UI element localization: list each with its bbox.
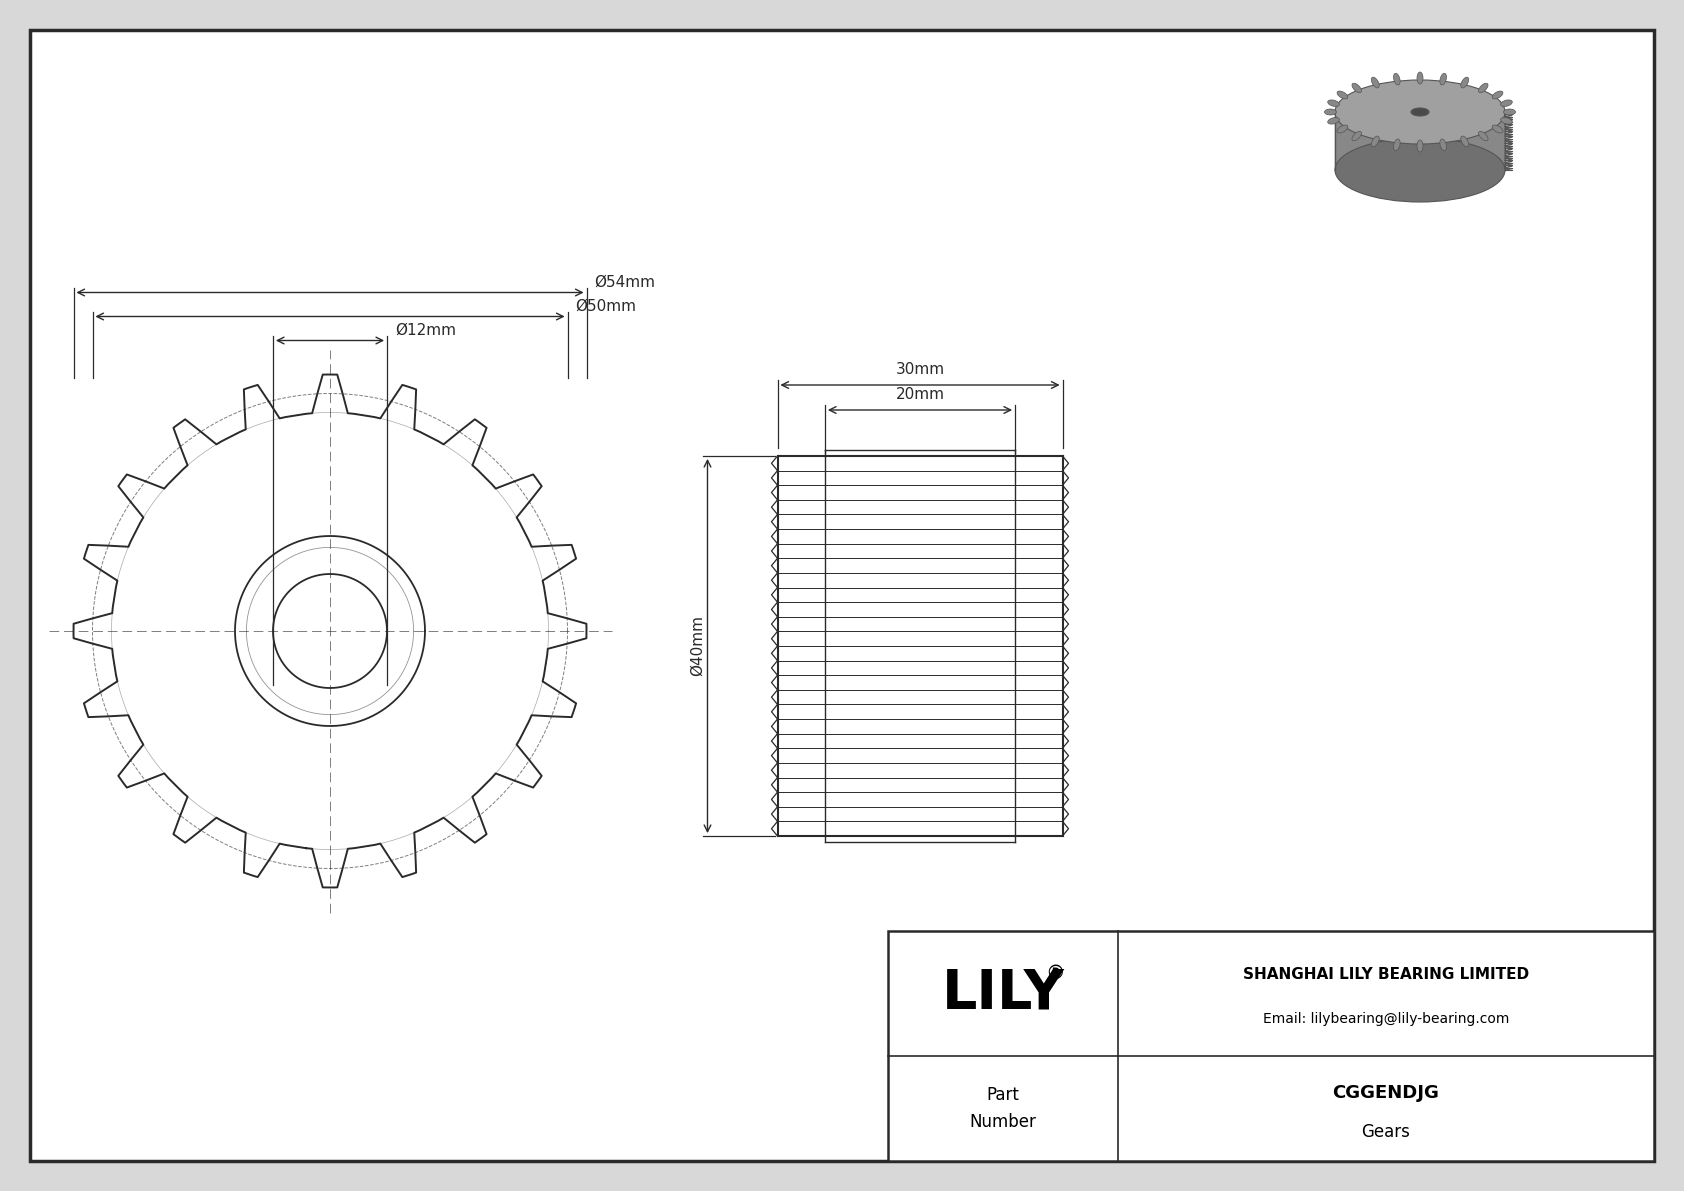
Ellipse shape <box>1440 139 1447 151</box>
Text: Email: lilybearing@lily-bearing.com: Email: lilybearing@lily-bearing.com <box>1263 1011 1509 1025</box>
Text: SHANGHAI LILY BEARING LIMITED: SHANGHAI LILY BEARING LIMITED <box>1243 967 1529 983</box>
Text: 30mm: 30mm <box>896 362 945 378</box>
Ellipse shape <box>1325 110 1337 116</box>
Text: Ø40mm: Ø40mm <box>690 616 706 676</box>
Ellipse shape <box>1460 77 1468 88</box>
Ellipse shape <box>1352 131 1361 141</box>
Ellipse shape <box>1352 83 1361 93</box>
Ellipse shape <box>1492 91 1502 99</box>
Bar <box>887 931 1654 1161</box>
Ellipse shape <box>1479 131 1489 141</box>
Text: CGGENDJG: CGGENDJG <box>1332 1084 1440 1102</box>
Ellipse shape <box>1371 77 1379 88</box>
Ellipse shape <box>1416 71 1423 85</box>
Text: Ø50mm: Ø50mm <box>576 299 637 313</box>
Text: Part
Number: Part Number <box>970 1086 1036 1130</box>
Ellipse shape <box>1371 136 1379 146</box>
Text: Ø54mm: Ø54mm <box>594 274 655 289</box>
Polygon shape <box>1335 112 1505 170</box>
Ellipse shape <box>1337 125 1347 133</box>
Ellipse shape <box>1335 80 1505 144</box>
Text: Gears: Gears <box>1361 1123 1410 1141</box>
Ellipse shape <box>1500 100 1512 106</box>
Ellipse shape <box>1394 139 1399 151</box>
Text: Ø12mm: Ø12mm <box>396 323 456 337</box>
Ellipse shape <box>1440 74 1447 85</box>
Text: LILY: LILY <box>941 967 1064 1021</box>
Ellipse shape <box>1411 108 1430 116</box>
Ellipse shape <box>1416 141 1423 152</box>
Ellipse shape <box>1479 83 1489 93</box>
Ellipse shape <box>1337 91 1347 99</box>
Ellipse shape <box>1460 136 1468 146</box>
Ellipse shape <box>1504 110 1516 116</box>
Ellipse shape <box>1335 138 1505 202</box>
Ellipse shape <box>1500 118 1512 124</box>
Text: 20mm: 20mm <box>896 387 945 403</box>
Ellipse shape <box>1327 118 1339 124</box>
Ellipse shape <box>1492 125 1502 133</box>
Text: ®: ® <box>1046 964 1064 983</box>
Ellipse shape <box>1327 100 1339 106</box>
Ellipse shape <box>1394 74 1399 85</box>
